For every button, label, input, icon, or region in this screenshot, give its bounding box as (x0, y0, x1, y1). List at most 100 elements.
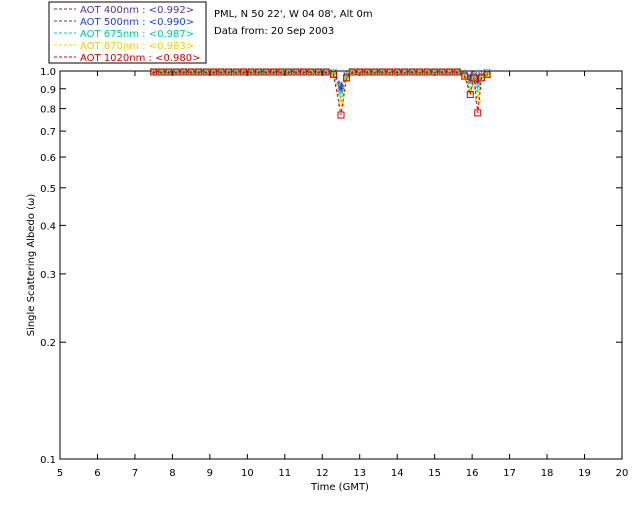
asterisk-marker (315, 68, 322, 75)
asterisk-marker (285, 68, 292, 75)
x-tick-label: 16 (466, 468, 479, 479)
legend-entry: AOT 500nm : <0.990> (80, 17, 194, 28)
square-marker (232, 68, 240, 76)
x-tick-label: 10 (241, 468, 254, 479)
square-marker (431, 68, 439, 76)
square-marker (393, 68, 401, 76)
asterisk-marker (195, 68, 202, 75)
legend-entry: AOT 870nm : <0.983> (80, 41, 194, 52)
asterisk-marker (240, 68, 247, 75)
x-tick-label: 13 (353, 468, 366, 479)
legend-entry: AOT 400nm : <0.992> (80, 5, 194, 16)
x-tick-label: 20 (616, 468, 629, 479)
square-marker (363, 68, 371, 76)
square-marker (408, 68, 416, 76)
square-marker (322, 68, 330, 76)
square-marker (180, 68, 188, 76)
legend-entry: AOT 1020nm : <0.980> (80, 53, 200, 64)
asterisk-marker (165, 68, 173, 75)
x-axis-label: Time (GMT) (310, 482, 369, 493)
square-marker (466, 90, 474, 98)
site-title: PML, N 50 22', W 04 08', Alt 0m (214, 9, 373, 20)
square-marker (195, 68, 203, 76)
y-axis-label: Single Scattering Albedo (ω) (26, 194, 37, 337)
square-marker (371, 68, 379, 76)
square-marker (343, 74, 351, 82)
square-marker (337, 111, 345, 119)
square-marker (386, 68, 394, 76)
asterisk-marker (150, 68, 158, 75)
triangle-marker (460, 71, 469, 79)
x-tick-label: 6 (94, 468, 100, 479)
legend: AOT 400nm : <0.992>AOT 500nm : <0.990>AO… (54, 5, 200, 64)
triangle-marker (470, 72, 478, 81)
square-marker (300, 68, 308, 76)
asterisk-marker (474, 78, 482, 85)
x-tick-label: 8 (169, 468, 175, 479)
square-marker (187, 68, 195, 76)
square-marker (423, 68, 431, 76)
y-tick-label: 0.1 (40, 455, 56, 466)
square-marker (307, 68, 315, 76)
square-marker (438, 68, 446, 76)
y-tick-label: 0.9 (40, 85, 56, 96)
square-marker (453, 68, 461, 76)
y-axis: 0.1 0.2 0.3 0.4 0.5 0.6 0.7 0.8 0.9 1.0 (40, 67, 622, 466)
square-marker (202, 68, 210, 76)
x-tick-label: 11 (278, 468, 291, 479)
legend-entry: AOT 675nm : <0.987> (80, 29, 194, 40)
asterisk-marker (300, 68, 307, 75)
square-marker (150, 68, 158, 76)
x-tick-label: 15 (428, 468, 441, 479)
square-marker (172, 68, 180, 76)
triangle-marker (483, 69, 491, 78)
x-tick-label: 7 (132, 468, 138, 479)
asterisk-marker (225, 68, 232, 75)
square-marker (348, 68, 356, 76)
y-tick-label: 1.0 (40, 67, 56, 78)
square-marker (225, 68, 233, 76)
square-marker (217, 68, 225, 76)
x-tick-label: 18 (541, 468, 554, 479)
x-tick-label: 12 (316, 468, 329, 479)
triangle-marker (337, 98, 345, 106)
series-group (150, 68, 491, 119)
square-marker (255, 68, 263, 76)
square-marker (330, 70, 338, 78)
series-line (153, 71, 488, 116)
square-marker (157, 68, 165, 76)
asterisk-marker (270, 68, 277, 75)
x-tick-label: 17 (503, 468, 516, 479)
y-tick-label: 0.5 (40, 184, 56, 195)
square-marker (416, 68, 424, 76)
x-axis: 5 6 7 8 9 10 11 12 13 14 15 16 17 18 19 20 (57, 71, 629, 479)
y-tick-label: 0.6 (40, 153, 56, 164)
square-marker (210, 68, 218, 76)
x-tick-label: 14 (391, 468, 404, 479)
asterisk-marker (210, 68, 217, 75)
y-tick-label: 0.7 (40, 127, 56, 138)
asterisk-marker (337, 85, 345, 93)
y-tick-label: 0.3 (40, 270, 56, 281)
y-tick-label: 0.4 (40, 221, 56, 232)
square-marker (262, 68, 270, 76)
square-marker (292, 68, 300, 76)
x-tick-label: 19 (578, 468, 591, 479)
asterisk-marker (255, 68, 262, 75)
asterisk-marker (330, 68, 337, 76)
square-marker (356, 68, 364, 76)
square-marker (483, 70, 491, 78)
asterisk-marker (180, 68, 187, 75)
asterisk-marker (483, 68, 491, 76)
square-marker (247, 68, 255, 76)
square-marker (401, 68, 409, 76)
square-marker (378, 68, 386, 76)
series-line (153, 71, 488, 103)
square-marker (165, 68, 173, 76)
x-tick-label: 5 (57, 468, 63, 479)
square-marker (285, 68, 293, 76)
date-subtitle: Data from: 20 Sep 2003 (214, 26, 334, 37)
x-tick-label: 9 (207, 468, 213, 479)
square-marker (470, 74, 478, 82)
